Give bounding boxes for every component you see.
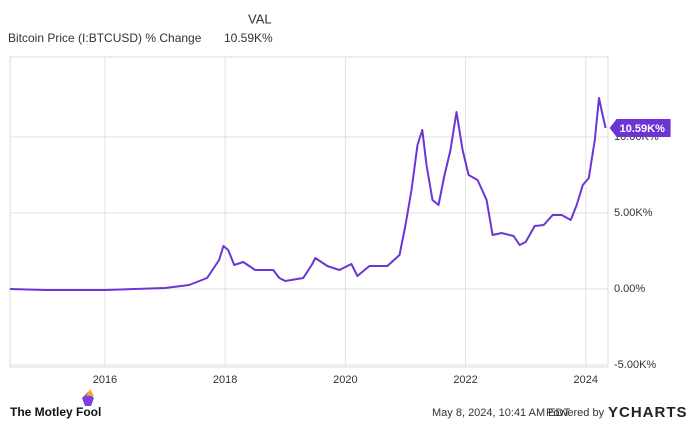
x-tick-label: 2022 — [453, 374, 477, 386]
x-tick-label: 2018 — [213, 374, 237, 386]
value-flag — [609, 118, 671, 137]
legend-entry: Bitcoin Price (I:BTCUSD) % Change — [8, 31, 202, 45]
plot-area — [9, 56, 609, 368]
brand-logo — [82, 389, 94, 406]
value-flag-label: 10.59K% — [620, 123, 665, 135]
x-tick-label: 2016 — [93, 374, 117, 386]
logo-icon — [86, 389, 94, 396]
series-line — [9, 97, 607, 291]
y-tick-label: -5.00K% — [614, 359, 656, 371]
powered-by: Powered by — [546, 407, 605, 419]
brand: The Motley Fool — [10, 405, 101, 419]
x-tick-label: 2020 — [333, 374, 357, 386]
y-tick-label: 0.00% — [614, 283, 645, 295]
provider: YCHARTS — [608, 404, 688, 421]
legend-header: VAL — [248, 11, 272, 26]
legend-value: 10.59K% — [224, 31, 273, 45]
timestamp: May 8, 2024, 10:41 AM EDT — [432, 407, 570, 419]
x-tick-label: 2024 — [574, 374, 598, 386]
y-tick-label: 5.00K% — [614, 207, 653, 219]
